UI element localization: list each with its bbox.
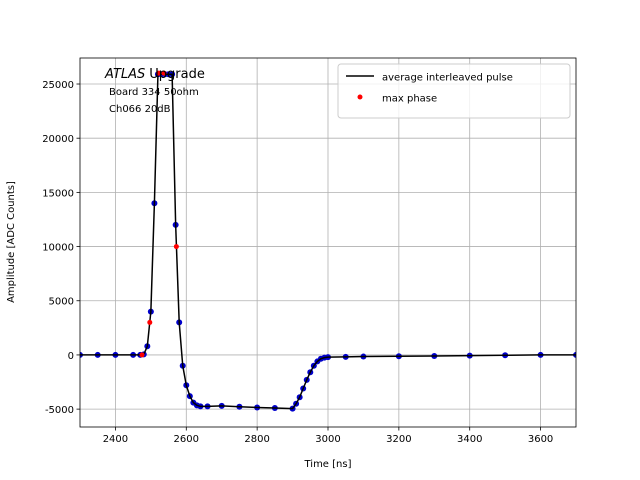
x-tick-label: 3600 [528, 434, 553, 445]
y-tick-label: 15000 [42, 188, 74, 199]
plot-area [80, 70, 576, 412]
max-phase-point [147, 319, 153, 325]
max-phase-point [161, 70, 167, 76]
pulse-line [80, 73, 576, 410]
max-phase-point [156, 70, 162, 76]
annotation-line: ATLAS Upgrade [104, 67, 205, 82]
y-tick-label: -5000 [45, 405, 74, 416]
x-tick-label: 3400 [457, 434, 482, 445]
max-phase-point [173, 244, 179, 250]
y-tick-label: 25000 [42, 80, 74, 91]
legend-label: max phase [382, 94, 437, 105]
annotation-line: Board 334 50ohm [109, 87, 199, 98]
legend-box [337, 63, 571, 119]
annotation-line: Ch066 20dB [109, 104, 171, 115]
x-tick-label: 2400 [103, 434, 128, 445]
y-tick-label: 10000 [42, 243, 74, 254]
x-tick-label: 2800 [244, 434, 269, 445]
legend-swatch [357, 94, 363, 100]
annotation-text: Upgrade [149, 67, 205, 82]
x-tick-label: 3000 [315, 434, 340, 445]
y-tick-label: 5000 [49, 297, 74, 308]
annotation-italic: ATLAS [104, 67, 145, 82]
x-axis-label: Time [ns] [303, 459, 351, 470]
axes-frame [79, 57, 577, 428]
x-tick-label: 2600 [174, 434, 199, 445]
x-tick-label: 3200 [386, 434, 411, 445]
y-axis-label: Amplitude [ADC Counts] [6, 181, 17, 303]
y-tick-label: 20000 [42, 134, 74, 145]
max-phase-point [139, 352, 145, 358]
legend-label: average interleaved pulse [382, 73, 513, 84]
y-tick-label: 0 [68, 351, 74, 362]
